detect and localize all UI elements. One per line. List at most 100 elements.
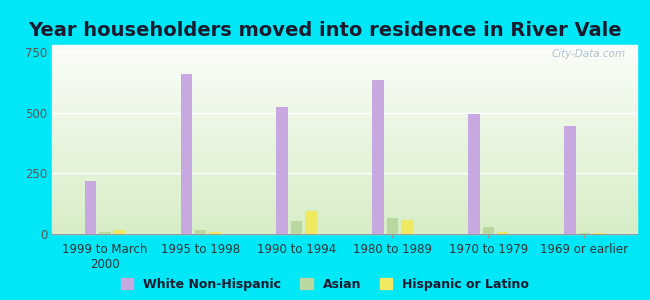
Bar [52, 157, 637, 158]
Bar [52, 136, 637, 138]
Bar [52, 126, 637, 128]
Bar [52, 51, 637, 52]
Bar [52, 124, 637, 126]
Bar [52, 196, 637, 198]
Bar [52, 206, 637, 208]
Bar [195, 230, 207, 234]
Bar [52, 52, 637, 55]
Bar [181, 74, 192, 234]
Bar [52, 64, 637, 66]
Bar [52, 230, 637, 232]
Bar [52, 176, 637, 177]
Bar [52, 185, 637, 187]
Bar [52, 68, 637, 70]
Bar [52, 209, 637, 211]
Text: Year householders moved into residence in River Vale: Year householders moved into residence i… [28, 21, 622, 40]
Bar [52, 98, 637, 100]
Bar [52, 92, 637, 94]
Bar [52, 173, 637, 175]
Bar [52, 117, 637, 119]
Bar [52, 208, 637, 209]
Bar [52, 107, 637, 109]
Bar [52, 58, 637, 60]
Bar [52, 62, 637, 64]
Bar [52, 154, 637, 157]
Bar [52, 200, 637, 202]
Bar [52, 49, 637, 51]
Bar [52, 96, 637, 98]
Bar [52, 81, 637, 83]
Bar [401, 220, 413, 234]
Bar [52, 111, 637, 113]
Bar [209, 232, 221, 234]
Bar [52, 45, 637, 47]
Bar [52, 87, 637, 88]
Bar [564, 126, 576, 234]
Bar [52, 83, 637, 85]
Bar [52, 128, 637, 130]
Bar [52, 198, 637, 200]
Bar [113, 230, 125, 234]
Bar [52, 130, 637, 132]
Bar [52, 149, 637, 151]
Bar [52, 77, 637, 79]
Bar [52, 190, 637, 192]
Bar [52, 140, 637, 141]
Bar [52, 192, 637, 194]
Bar [52, 158, 637, 160]
Bar [52, 166, 637, 168]
Bar [52, 115, 637, 117]
Bar [52, 221, 637, 223]
Bar [52, 66, 637, 68]
Bar [52, 224, 637, 226]
Bar [52, 119, 637, 121]
Bar [52, 94, 637, 96]
Bar [482, 227, 494, 234]
Bar [306, 211, 317, 234]
Bar [52, 226, 637, 228]
Bar [52, 204, 637, 206]
Bar [291, 221, 302, 234]
Bar [593, 233, 605, 234]
Bar [52, 219, 637, 221]
Bar [52, 90, 637, 92]
Bar [387, 218, 398, 234]
Bar [52, 121, 637, 122]
Bar [52, 179, 637, 181]
Bar [52, 113, 637, 115]
Bar [52, 100, 637, 102]
Bar [52, 217, 637, 219]
Bar [276, 107, 288, 234]
Bar [52, 215, 637, 217]
Bar [468, 114, 480, 234]
Bar [52, 60, 637, 62]
Bar [52, 177, 637, 179]
Bar [52, 170, 637, 172]
Bar [52, 73, 637, 75]
Bar [52, 88, 637, 90]
Bar [52, 109, 637, 111]
Bar [52, 138, 637, 140]
Bar [52, 172, 637, 173]
Bar [52, 202, 637, 204]
Bar [578, 233, 590, 234]
Bar [52, 151, 637, 153]
Bar [52, 164, 637, 166]
Bar [52, 75, 637, 77]
Bar [52, 162, 637, 164]
Bar [52, 132, 637, 134]
Text: City-Data.com: City-Data.com [551, 49, 625, 59]
Bar [52, 79, 637, 81]
Bar [52, 211, 637, 213]
Bar [52, 228, 637, 230]
Bar [52, 145, 637, 147]
Bar [52, 103, 637, 106]
Bar [52, 106, 637, 107]
Bar [52, 47, 637, 49]
Bar [52, 102, 637, 103]
Bar [52, 134, 637, 136]
Bar [52, 223, 637, 224]
Bar [99, 232, 110, 234]
Bar [52, 183, 637, 185]
Bar [52, 168, 637, 170]
